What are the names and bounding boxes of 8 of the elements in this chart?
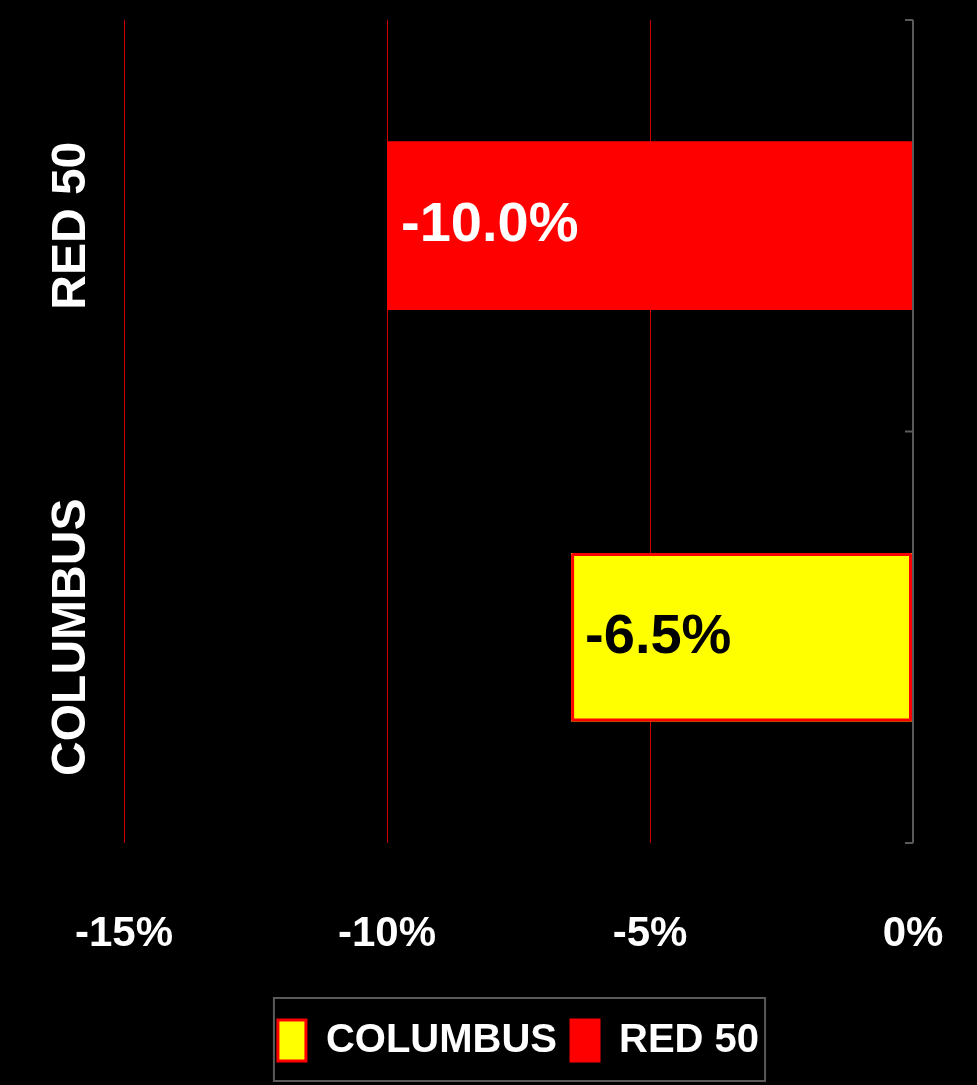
data-label: -10.0% xyxy=(401,190,579,254)
x-tick-label: -10% xyxy=(337,907,437,955)
x-tick-label: -15% xyxy=(74,907,174,955)
legend-label: RED 50 xyxy=(619,1015,760,1060)
legend-label: COLUMBUS xyxy=(325,1015,558,1060)
x-tick-label: -5% xyxy=(612,907,688,955)
x-tick-label: 0% xyxy=(882,907,944,955)
data-label: -6.5% xyxy=(585,601,732,665)
